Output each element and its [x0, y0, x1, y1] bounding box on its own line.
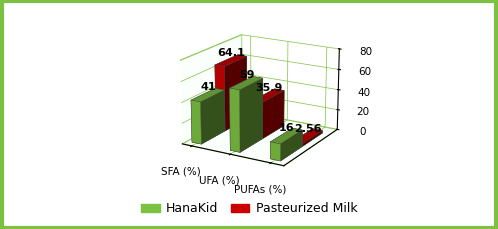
Legend: HanaKid, Pasteurized Milk: HanaKid, Pasteurized Milk — [136, 197, 362, 221]
